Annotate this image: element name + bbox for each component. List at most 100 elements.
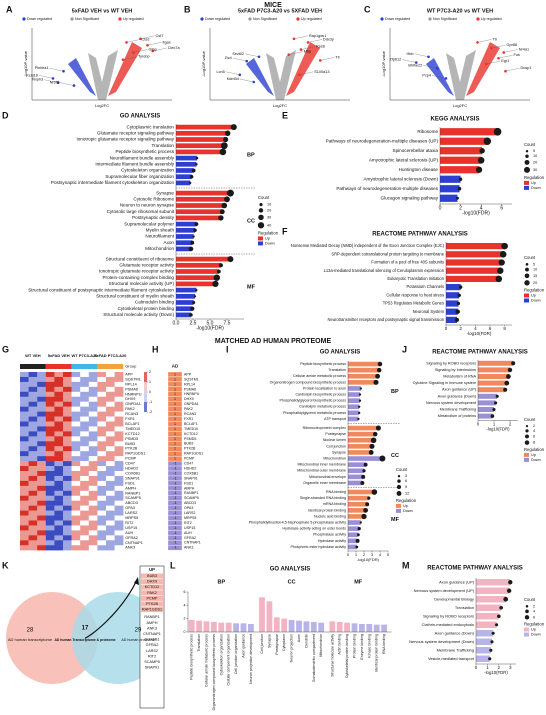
- count-dot: [218, 215, 224, 221]
- heatmap-cell: [114, 426, 124, 432]
- term-label: Neurofilament bundle assembly: [110, 155, 175, 160]
- bar: [176, 300, 194, 305]
- heatmap-cell: [88, 441, 98, 447]
- y-tick-label: 2: [184, 617, 186, 621]
- heatmap-cell: [80, 426, 89, 432]
- count-dot: [190, 240, 195, 245]
- term-label: Glucagon signaling pathway: [381, 195, 439, 200]
- gene-label: RIT2: [125, 521, 133, 525]
- term-label: Amyotrophic lateral sclerosis (UP): [369, 157, 439, 162]
- term-label: Structural constituent of postsynaptic i…: [28, 287, 174, 292]
- count-dot: [357, 533, 360, 537]
- heatmap-cell: [106, 401, 115, 407]
- bar: [176, 234, 194, 239]
- bar: [440, 128, 498, 136]
- label-leader: [414, 53, 429, 57]
- x-tick-label: 0: [439, 205, 442, 211]
- count-dot: [372, 431, 378, 437]
- heatmap-cell: [63, 520, 72, 526]
- heatmap-cell: [63, 426, 72, 432]
- colorbar-label: -1: [149, 400, 152, 404]
- group-bar: [45, 364, 72, 369]
- label-leader: [299, 71, 314, 75]
- heatmap-cell: [28, 401, 38, 407]
- count-dot: [190, 306, 195, 311]
- label-leader: [486, 60, 501, 65]
- group-header: 5xFAD VEH: [48, 353, 70, 358]
- heatmap-cell: [71, 490, 81, 496]
- heatmap-cell: [97, 471, 107, 477]
- panel-letter: E: [282, 110, 288, 120]
- heatmap-cell: [80, 545, 89, 551]
- heatmap-cell: [45, 441, 55, 447]
- heatmap-cell: [106, 406, 115, 412]
- term-label: Mitochondrion: [145, 246, 174, 251]
- bar: [478, 413, 493, 419]
- count-dot: [363, 462, 368, 467]
- bar: [176, 130, 228, 136]
- bar: [440, 156, 482, 164]
- heatmap-cell: [28, 381, 38, 388]
- bar: [176, 124, 234, 130]
- gene-label: BCLAF1: [184, 422, 198, 426]
- gene-label: S100a13: [314, 70, 329, 74]
- count-dot: [456, 301, 461, 306]
- panel-letter: G: [2, 344, 9, 354]
- term-label: Spinocerebellar ataxia: [393, 148, 439, 153]
- heatmap-cell: [80, 485, 89, 491]
- gene-label: DHX9: [184, 397, 194, 401]
- heatmap-cell: [20, 520, 29, 526]
- gene-label: USP15: [125, 526, 137, 530]
- term-label: Axon: [164, 240, 175, 245]
- bar: [446, 259, 502, 266]
- group-header: WT VEH: [25, 353, 41, 358]
- count-dot: [224, 196, 230, 203]
- term-label: Metabolism of proteins: [438, 414, 476, 418]
- legend-title: Regulation: [524, 175, 545, 180]
- label-leader: [293, 35, 309, 39]
- panel-title: GO ANALYSIS: [270, 567, 311, 573]
- count-dot: [195, 289, 198, 292]
- heatmap-cell: [97, 545, 107, 551]
- bar: [176, 209, 223, 215]
- legend-swatch: [524, 180, 529, 185]
- label-leader: [147, 42, 162, 46]
- bar: [176, 227, 196, 233]
- heatmap-cell: [45, 446, 55, 452]
- gene-point: [257, 55, 261, 59]
- gene-label: FXR1: [184, 417, 193, 421]
- gene-point: [121, 58, 125, 61]
- heatmap-cell: [80, 510, 89, 516]
- cell-label: -1: [173, 531, 176, 535]
- count-dot: [511, 361, 516, 366]
- heatmap-cell: [71, 441, 81, 447]
- heatmap-cell: [45, 500, 55, 506]
- bar: [348, 532, 359, 538]
- heatmap-cell: [114, 510, 124, 516]
- heatmap-cell: [71, 545, 81, 551]
- heatmap-cell: [20, 401, 29, 407]
- label-leader: [49, 68, 64, 72]
- term-label: Phosphatidylglycerol biosynthetic proces…: [279, 399, 346, 403]
- heatmap-cell: [54, 421, 64, 427]
- heatmap-cell: [37, 515, 46, 521]
- heatmap-cell: [114, 441, 124, 447]
- heatmap-cell: [54, 441, 64, 447]
- term-label: Membrane Trafficking: [437, 647, 474, 652]
- group-bar: [97, 364, 124, 369]
- list-highlight: [141, 595, 163, 601]
- x-tick-label: 7.5: [224, 320, 231, 326]
- bar: [203, 621, 210, 632]
- bar: [440, 166, 480, 174]
- x-tick-label: 2: [509, 422, 512, 427]
- term-label: Protein binding: [352, 634, 356, 658]
- gene-point: [125, 41, 128, 44]
- heatmap-cell: [63, 471, 72, 477]
- bar: [176, 155, 198, 161]
- term-label: Translation: [328, 368, 346, 372]
- heatmap-cell: [71, 510, 81, 516]
- cell-label: -1: [173, 501, 176, 505]
- count-dot: [488, 657, 492, 661]
- heatmap-cell: [114, 461, 124, 467]
